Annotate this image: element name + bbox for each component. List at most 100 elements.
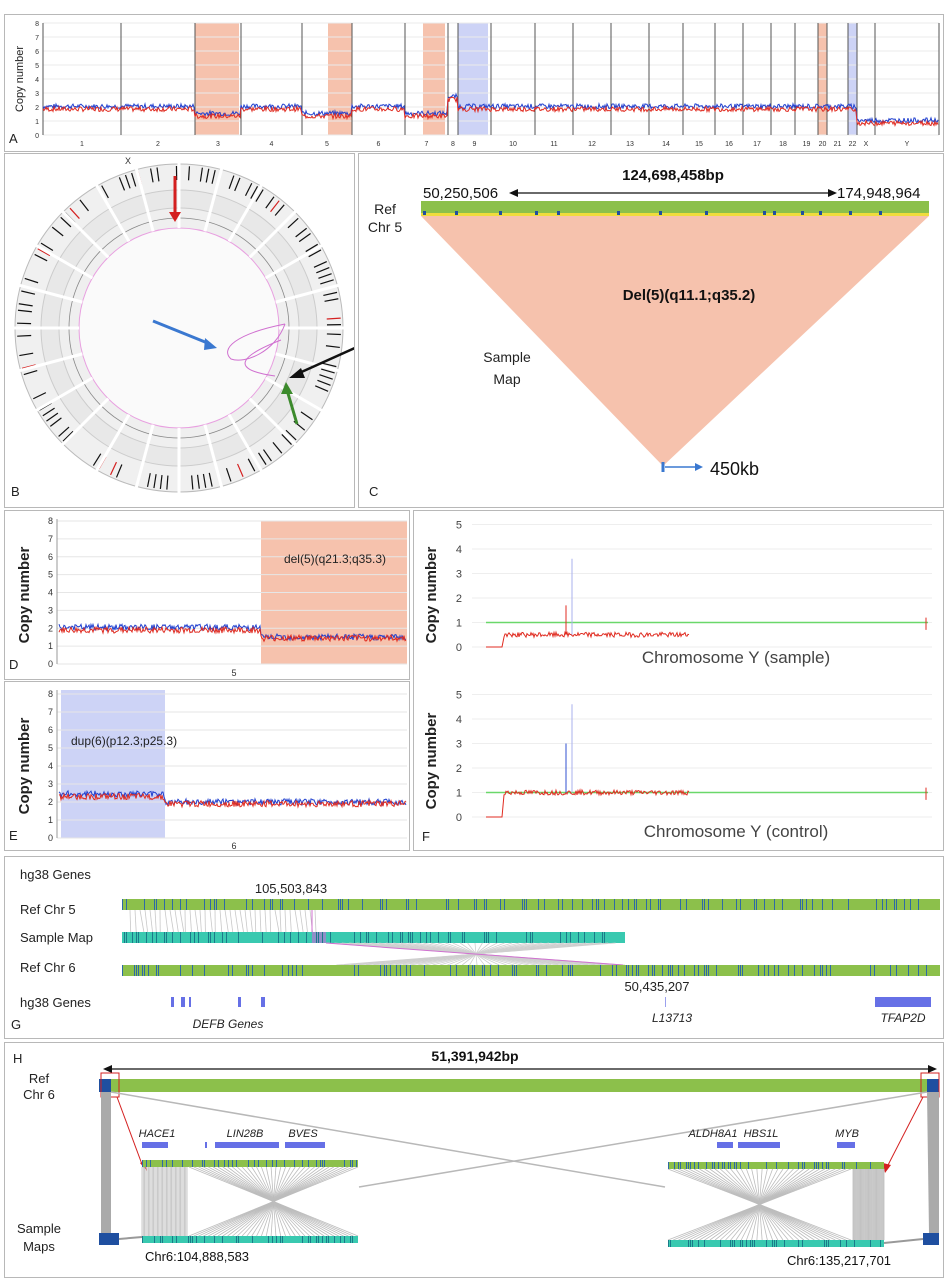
track-mark (740, 1162, 741, 1169)
track-mark (166, 1160, 167, 1167)
label-mark (294, 899, 295, 910)
ref-chr5-label-line1: Ref (374, 201, 396, 217)
label-mark (448, 932, 449, 943)
track-mark (352, 1160, 353, 1167)
label-mark (536, 965, 537, 976)
label-mark (526, 932, 527, 943)
red-arrowhead (169, 212, 181, 222)
cytoband (153, 474, 157, 489)
track-mark (750, 1240, 751, 1247)
right-sample-connector (883, 1238, 924, 1244)
marker (659, 211, 662, 215)
y-tick-label: 4 (48, 588, 53, 598)
track-mark (748, 1162, 749, 1169)
track-mark (678, 1162, 679, 1169)
circos-plot: X (14, 156, 354, 493)
panel-letter-d: D (9, 657, 19, 672)
track-mark (204, 1236, 205, 1243)
myb-block (837, 1142, 855, 1148)
copy-number-series-red (42, 96, 939, 128)
label-mark (142, 965, 143, 976)
cytoband (287, 217, 299, 229)
label-mark (396, 965, 397, 976)
chromosome-gap (264, 376, 323, 412)
label-mark (876, 899, 877, 910)
track-mark (724, 1162, 725, 1169)
track-mark (328, 1236, 329, 1243)
y-tick-label: 8 (48, 516, 53, 526)
cytoband (281, 434, 292, 445)
alignment-line (219, 909, 223, 933)
label-mark (476, 899, 477, 910)
panel-f-bottom-ylabel: Copy number (423, 713, 440, 810)
label-mark (172, 932, 173, 943)
label-mark (136, 932, 137, 943)
track-mark (870, 1162, 871, 1169)
label-mark (874, 965, 875, 976)
track-mark (316, 1236, 317, 1243)
chromosome-gap (275, 352, 339, 373)
y-tick-label: 6 (48, 552, 53, 562)
marker (705, 211, 708, 215)
panel-h-map: H 51,391,942bp Ref Chr 6 HACE1 LIN28B BV… (13, 1048, 940, 1268)
y-tick-label: 5 (48, 743, 53, 753)
track-mark (788, 1162, 789, 1169)
label-mark (408, 899, 409, 910)
label-mark (678, 965, 679, 976)
alignment-line (294, 909, 299, 933)
ref-chr6-label: Ref Chr 6 (20, 960, 76, 975)
track-mark (146, 1160, 147, 1167)
cytoband (250, 186, 259, 199)
label-mark (458, 899, 459, 910)
track-mark (776, 1162, 777, 1169)
label-mark (208, 932, 209, 943)
breakpoint-chr6: 50,435,207 (624, 979, 689, 994)
label-mark (820, 965, 821, 976)
chromosome-gap (134, 424, 155, 488)
gene-bves: BVES (288, 1128, 318, 1140)
alignment-line (194, 909, 199, 933)
panel-e-plot: 0 1 2 3 4 5 6 7 8 dup(6)(p12.3;p25.3) 6 Copy num… (16, 689, 407, 850)
label-mark (698, 965, 699, 976)
y-tick-label: 1 (456, 618, 462, 630)
ref-chr6-right-end (927, 1079, 939, 1092)
track-mark (734, 1162, 735, 1169)
gene-hbs1l: HBS1L (744, 1128, 779, 1140)
label-mark (282, 899, 283, 910)
label-mark (158, 965, 159, 976)
cytoband (23, 369, 38, 376)
label-mark (634, 899, 635, 910)
label-mark (486, 932, 487, 943)
marker (819, 211, 822, 215)
label-mark (708, 965, 709, 976)
track-mark (268, 1236, 269, 1243)
label-mark (648, 965, 649, 976)
y-tick-label: 7 (48, 707, 53, 717)
label-mark (870, 965, 871, 976)
cytoband (205, 168, 210, 183)
sample-map-label: Sample Map (20, 930, 93, 945)
cytoband (326, 317, 341, 320)
chrY-sample-title: Chromosome Y (sample) (642, 648, 830, 667)
label-mark (704, 899, 705, 910)
label-mark (584, 932, 585, 943)
cytoband (285, 429, 297, 441)
cytoband (308, 249, 322, 258)
right-breakpoint-position: Chr6:135,217,701 (787, 1253, 891, 1268)
track-mark (686, 1162, 687, 1169)
label-mark (420, 932, 421, 943)
track-mark (802, 1240, 803, 1247)
cytoband (109, 461, 117, 476)
label-mark (368, 932, 369, 943)
label-mark (134, 965, 135, 976)
left-zoom-sample-track (142, 1236, 358, 1243)
label-mark (330, 932, 331, 943)
track-mark (318, 1236, 319, 1243)
circos-inner-circle (78, 227, 280, 429)
marker (617, 211, 620, 215)
label-mark (322, 899, 323, 910)
cytoband (191, 475, 194, 490)
label-mark (214, 932, 215, 943)
